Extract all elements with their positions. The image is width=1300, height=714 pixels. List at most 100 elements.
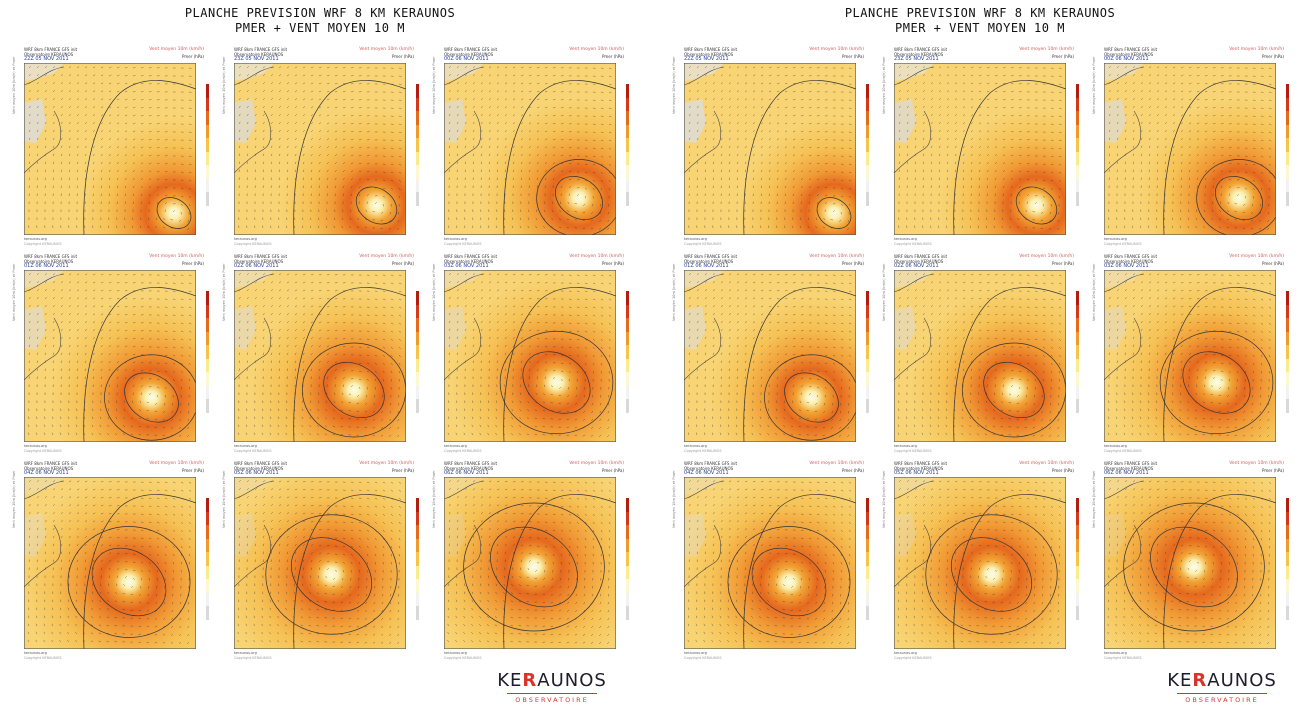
- panel-footer-site: keraunos.org: [24, 444, 47, 448]
- panel-unit-label: Pmer (hPa): [181, 261, 204, 266]
- panel-unit-label: Pmer (hPa): [601, 54, 624, 59]
- panel-org-label: Observatoire KERAUNOS: [234, 466, 284, 471]
- colorbar-segment: [626, 498, 629, 512]
- colorbar-segment: [206, 97, 209, 112]
- colorbar-segment: [206, 345, 209, 359]
- colorbar-segment: [1076, 592, 1079, 607]
- colorbar-segment: [1286, 399, 1289, 413]
- panel-org-label: Observatoire KERAUNOS: [24, 52, 74, 57]
- colorbar-segment: [416, 358, 419, 373]
- forecast-panel: WRF 8km FRANCE GFS init Observatoire KERA…: [882, 251, 1092, 461]
- forecast-sheet-right: PLANCHE PREVISION WRF 8 KM KERAUNOS PMER…: [660, 0, 1300, 714]
- panel-footer-copyright: Copyright KERAUNOS: [1104, 449, 1142, 453]
- colorbar-segment: [416, 372, 419, 386]
- panel-axis-label: Vent moyen 10m (km/h) et Pmer: [432, 56, 436, 115]
- colorbar-segment: [866, 97, 869, 112]
- panel-footer-site: keraunos.org: [1104, 237, 1127, 241]
- colorbar-segment: [866, 385, 869, 400]
- colorbar-segment: [626, 192, 629, 206]
- panel-variable-label: Vent moyen 10m (km/h): [1019, 254, 1074, 259]
- panel-footer-site: keraunos.org: [234, 237, 257, 241]
- wind-colorbar: [626, 498, 629, 620]
- colorbar-segment: [626, 538, 629, 553]
- map-frame: [234, 477, 406, 649]
- colorbar-segment: [866, 111, 869, 125]
- forecast-sheet-left: PLANCHE PREVISION WRF 8 KM KERAUNOS PMER…: [0, 0, 640, 714]
- colorbar-segment: [1286, 97, 1289, 112]
- forecast-panel: WRF 8km FRANCE GFS init Observatoire KERA…: [432, 251, 642, 461]
- map-frame: [894, 477, 1066, 649]
- colorbar-segment: [206, 552, 209, 566]
- panel-model-label: WRF 8km FRANCE GFS init: [24, 461, 78, 466]
- colorbar-segment: [416, 192, 419, 206]
- panel-footer-copyright: Copyright KERAUNOS: [24, 449, 62, 453]
- panel-unit-label: Pmer (hPa): [1261, 261, 1284, 266]
- colorbar-segment: [416, 552, 419, 566]
- colorbar-segment: [626, 385, 629, 400]
- panel-org-label: Observatoire KERAUNOS: [1104, 52, 1154, 57]
- keraunos-logo: KE R AUNOS OBSERVATOIRE: [1162, 670, 1282, 704]
- wind-pressure-map: [234, 477, 406, 649]
- colorbar-segment: [866, 525, 869, 539]
- panel-org-label: Observatoire KERAUNOS: [24, 466, 74, 471]
- colorbar-segment: [416, 318, 419, 332]
- colorbar-segment: [206, 372, 209, 386]
- map-frame: [684, 63, 856, 235]
- panel-org-label: Observatoire KERAUNOS: [684, 466, 734, 471]
- logo-rule: [1177, 693, 1267, 694]
- panel-footer-copyright: Copyright KERAUNOS: [894, 242, 932, 246]
- panel-org-label: Observatoire KERAUNOS: [444, 466, 494, 471]
- panel-unit-label: Pmer (hPa): [1261, 468, 1284, 473]
- wind-colorbar: [866, 291, 869, 413]
- panel-model-label: WRF 8km FRANCE GFS init: [234, 47, 288, 52]
- panel-axis-label: Vent moyen 10m (km/h) et Pmer: [882, 470, 886, 529]
- forecast-panel: WRF 8km FRANCE GFS init Observatoire KERA…: [1092, 458, 1300, 668]
- forecast-panel: WRF 8km FRANCE GFS init Observatoire KERA…: [882, 44, 1092, 254]
- panel-footer-copyright: Copyright KERAUNOS: [234, 449, 272, 453]
- panel-variable-label: Vent moyen 10m (km/h): [809, 461, 864, 466]
- colorbar-segment: [1286, 192, 1289, 206]
- colorbar-segment: [1076, 579, 1079, 593]
- colorbar-segment: [206, 606, 209, 620]
- colorbar-segment: [626, 565, 629, 580]
- colorbar-segment: [206, 399, 209, 413]
- forecast-panel: WRF 8km FRANCE GFS init Observatoire KERA…: [12, 44, 222, 254]
- wind-colorbar: [1076, 84, 1079, 206]
- panel-footer-copyright: Copyright KERAUNOS: [444, 656, 482, 660]
- map-frame: [234, 63, 406, 235]
- panel-footer-site: keraunos.org: [444, 237, 467, 241]
- panel-org-label: Observatoire KERAUNOS: [1104, 259, 1154, 264]
- colorbar-segment: [626, 399, 629, 413]
- colorbar-segment: [1076, 304, 1079, 319]
- colorbar-segment: [1286, 124, 1289, 139]
- colorbar-segment: [206, 511, 209, 526]
- wind-colorbar: [206, 498, 209, 620]
- colorbar-segment: [1286, 592, 1289, 607]
- panel-org-label: Observatoire KERAUNOS: [444, 259, 494, 264]
- colorbar-segment: [1286, 345, 1289, 359]
- colorbar-segment: [416, 525, 419, 539]
- map-frame: [894, 63, 1066, 235]
- forecast-panel: WRF 8km FRANCE GFS init Observatoire KERA…: [222, 458, 432, 668]
- colorbar-segment: [1076, 331, 1079, 346]
- wind-colorbar: [206, 291, 209, 413]
- colorbar-segment: [416, 84, 419, 98]
- panel-variable-label: Vent moyen 10m (km/h): [149, 47, 204, 52]
- panel-org-label: Observatoire KERAUNOS: [684, 259, 734, 264]
- colorbar-segment: [1286, 111, 1289, 125]
- panel-model-label: WRF 8km FRANCE GFS init: [24, 254, 78, 259]
- logo-brand: KE R AUNOS: [497, 670, 607, 691]
- colorbar-segment: [1286, 538, 1289, 553]
- colorbar-segment: [866, 331, 869, 346]
- colorbar-segment: [866, 552, 869, 566]
- panel-footer-copyright: Copyright KERAUNOS: [444, 242, 482, 246]
- colorbar-segment: [626, 138, 629, 152]
- colorbar-segment: [626, 291, 629, 305]
- colorbar-segment: [1076, 124, 1079, 139]
- panel-footer-site: keraunos.org: [444, 444, 467, 448]
- colorbar-segment: [206, 579, 209, 593]
- colorbar-segment: [866, 151, 869, 166]
- panel-valid-date: 03Z 06 NOV 2011: [1104, 263, 1149, 269]
- colorbar-segment: [416, 565, 419, 580]
- wind-pressure-map: [894, 63, 1066, 235]
